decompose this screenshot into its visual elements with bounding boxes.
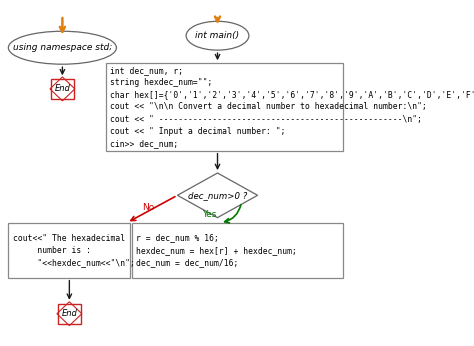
Text: r = dec_num % 16;
hexdec_num = hex[r] + hexdec_num;
dec_num = dec_num/16;: r = dec_num % 16; hexdec_num = hex[r] + …	[137, 234, 297, 267]
Text: int main(): int main()	[195, 31, 239, 40]
FancyBboxPatch shape	[132, 223, 343, 278]
Ellipse shape	[9, 31, 117, 64]
Text: Yes: Yes	[201, 210, 216, 219]
Text: End: End	[55, 84, 70, 93]
Text: End: End	[62, 309, 77, 318]
FancyBboxPatch shape	[51, 79, 74, 99]
Polygon shape	[177, 173, 257, 218]
Ellipse shape	[186, 21, 249, 50]
FancyBboxPatch shape	[58, 304, 81, 324]
Text: No: No	[142, 203, 154, 212]
FancyBboxPatch shape	[9, 223, 130, 278]
Text: int dec_num, r;
string hexdec_num="";
char hex[]={'0','1','2','3','4','5','6','7: int dec_num, r; string hexdec_num=""; ch…	[110, 66, 474, 148]
Text: using namespace std;: using namespace std;	[13, 43, 112, 52]
FancyBboxPatch shape	[106, 63, 343, 151]
Text: cout<<" The hexadecimal
     number is :
     "<<hexdec_num<<"\n";: cout<<" The hexadecimal number is : "<<h…	[12, 234, 135, 267]
Text: dec_num>0 ?: dec_num>0 ?	[188, 191, 247, 200]
